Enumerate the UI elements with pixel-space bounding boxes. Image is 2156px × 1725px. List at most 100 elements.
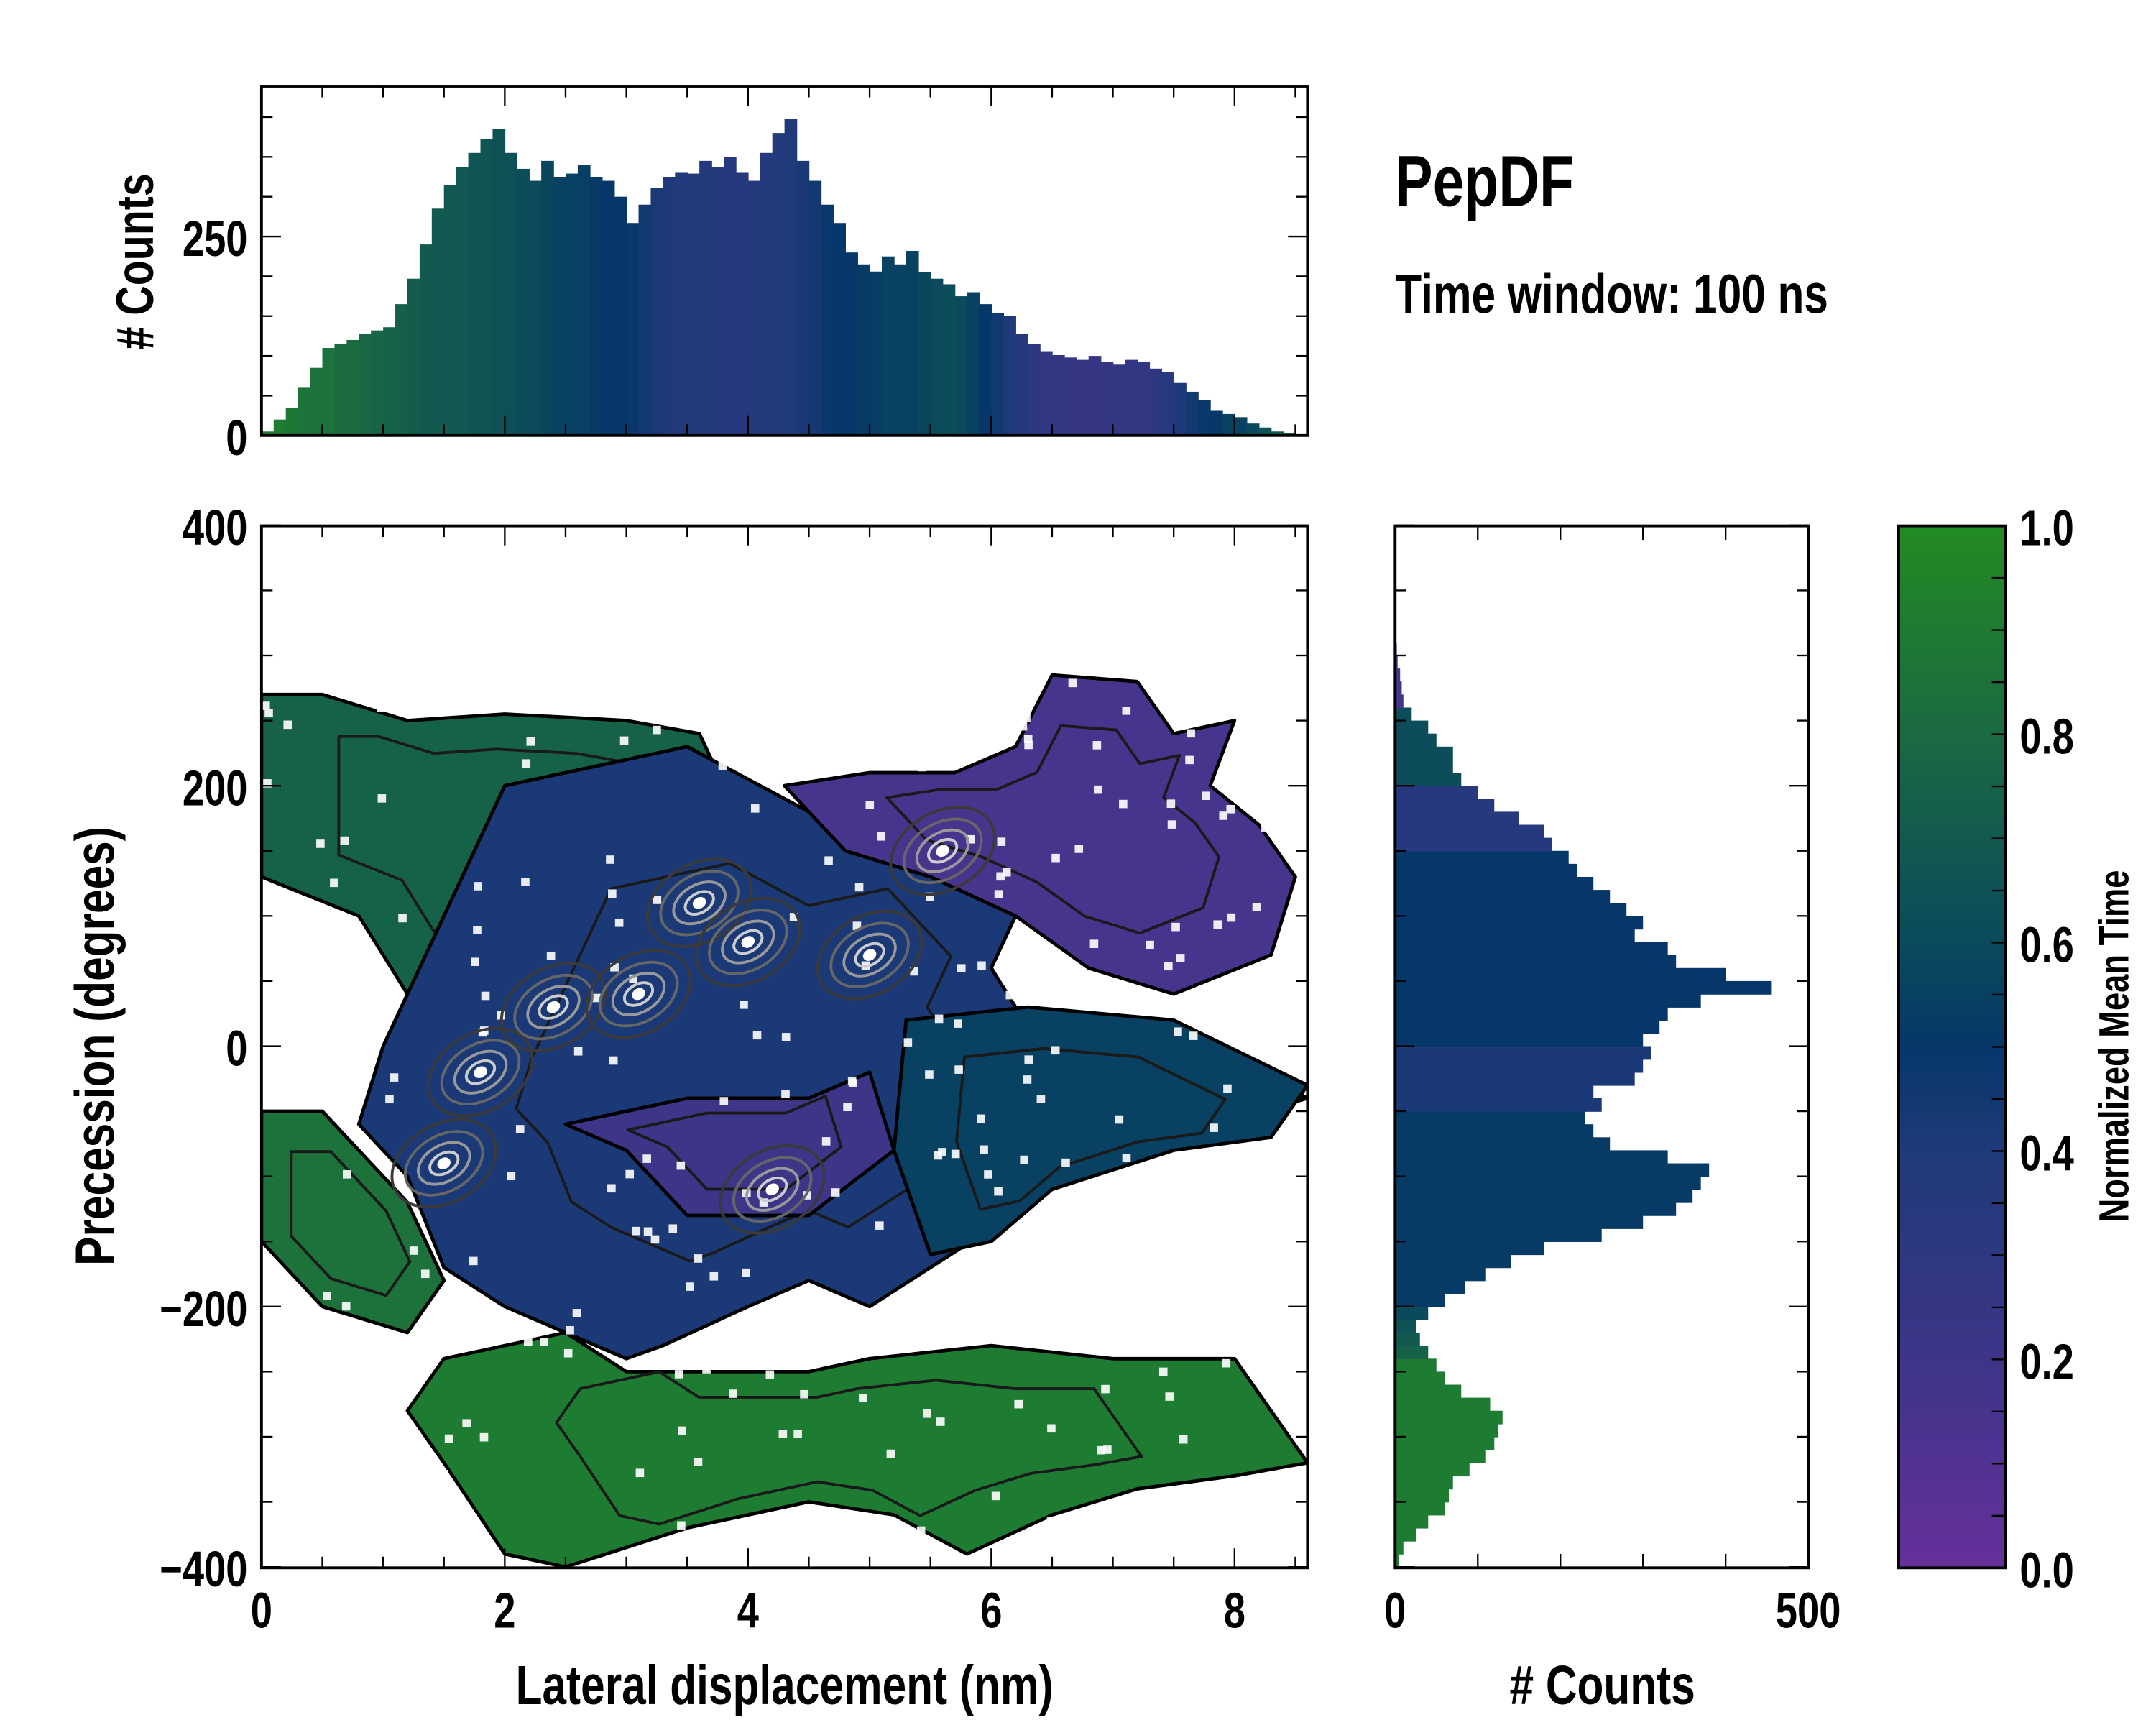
empty-bin: [694, 1254, 703, 1263]
top-histogram-bar: [626, 223, 640, 436]
top-histogram-bar: [310, 367, 323, 436]
top-histogram-bar: [614, 196, 627, 436]
empty-bin: [296, 1383, 305, 1392]
top-histogram-bar: [298, 387, 311, 436]
empty-bin: [1053, 1210, 1062, 1219]
density-peak-contour: [854, 942, 885, 968]
colorbar-tick-label: 0.4: [2019, 1126, 2074, 1182]
empty-bin: [752, 1031, 762, 1040]
empty-bin: [1165, 1392, 1174, 1401]
empty-bin: [678, 1426, 687, 1435]
right-histogram-bar: [1395, 694, 1404, 709]
empty-bin: [546, 951, 556, 960]
right-histogram-bar: [1395, 1501, 1445, 1516]
empty-bin: [694, 1458, 703, 1466]
right-histogram-bar: [1395, 890, 1611, 903]
top-histogram-ytick-label: 0: [226, 410, 247, 466]
empty-bin: [954, 1019, 962, 1028]
empty-bin: [572, 1309, 581, 1317]
empty-bin: [653, 896, 662, 904]
empty-bin: [390, 1073, 399, 1082]
empty-bin: [625, 1169, 635, 1179]
right-histogram-bar: [1395, 1319, 1416, 1333]
empty-bin: [927, 700, 936, 709]
empty-bin: [608, 889, 617, 898]
empty-bin: [469, 1256, 478, 1266]
main-xlabel: Lateral displacement (nm): [516, 1654, 1054, 1716]
empty-bin: [308, 982, 318, 990]
empty-bin: [462, 1419, 471, 1428]
empty-bin: [1223, 1084, 1232, 1093]
density-peak-contour: [816, 909, 923, 1000]
right-histogram-bar: [1395, 1333, 1420, 1346]
empty-bin: [272, 1315, 281, 1323]
empty-bin: [1158, 1367, 1168, 1376]
empty-bin: [458, 658, 467, 667]
empty-bin: [343, 1170, 351, 1179]
empty-bin: [1210, 1123, 1218, 1132]
right-histogram-bar: [1395, 916, 1644, 930]
empty-bin: [1184, 1326, 1193, 1335]
empty-bin: [1242, 1033, 1250, 1041]
empty-bin: [1020, 1155, 1028, 1164]
empty-bin: [1051, 853, 1060, 862]
empty-bin: [1202, 791, 1210, 801]
top-histogram-bar: [346, 339, 360, 436]
empty-bin: [793, 1429, 802, 1438]
empty-bin: [392, 676, 401, 685]
empty-bin: [398, 914, 407, 923]
empty-bin: [1164, 962, 1173, 971]
right-histogram-bar: [1395, 1124, 1594, 1138]
right-histogram-bar: [1395, 1085, 1594, 1099]
empty-bin: [422, 1470, 431, 1478]
empty-bin: [1260, 1489, 1269, 1498]
right-histogram-bar: [1395, 903, 1627, 917]
density-contour: [626, 1095, 843, 1191]
top-histogram-bar: [699, 160, 712, 436]
right-histogram: 0 500 # Counts: [1384, 524, 1841, 1716]
right-histogram-bar: [1395, 863, 1577, 878]
empty-bin: [522, 759, 531, 768]
density-peak-contour: [585, 949, 692, 1039]
empty-bin: [340, 836, 349, 845]
top-histogram-bar: [1137, 362, 1151, 436]
empty-bin: [444, 1434, 453, 1443]
empty-bin: [1057, 656, 1066, 665]
right-histogram-bar: [1395, 837, 1552, 852]
top-histogram-bar: [1088, 356, 1102, 436]
empty-bin: [966, 834, 975, 844]
empty-bin: [1119, 799, 1128, 809]
empty-bin: [1023, 1075, 1032, 1084]
empty-bin: [985, 1280, 993, 1289]
top-histogram-bar: [371, 330, 384, 436]
empty-bin: [686, 1282, 694, 1291]
empty-bin: [917, 763, 926, 772]
density-peak-contour: [741, 936, 755, 948]
empty-bin: [997, 837, 1006, 846]
top-histogram-bar: [322, 348, 336, 436]
empty-bin: [1095, 1530, 1104, 1539]
empty-bin: [728, 1389, 737, 1398]
right-histogram-bar: [1395, 994, 1701, 1008]
empty-bin: [877, 1330, 886, 1339]
empty-bin: [677, 1521, 686, 1530]
empty-bin: [682, 713, 691, 722]
top-histogram-bar: [285, 408, 299, 436]
main-ytick-label: 200: [183, 760, 248, 816]
empty-bin: [977, 961, 986, 970]
empty-bin: [653, 725, 661, 735]
top-histogram-bar: [553, 177, 566, 436]
empty-bin: [936, 1417, 945, 1426]
empty-bin: [994, 1187, 1003, 1196]
top-histogram-bar: [383, 327, 396, 436]
empty-bin: [524, 1338, 533, 1346]
empty-bin: [563, 1348, 573, 1358]
right-histogram-bar: [1395, 1371, 1445, 1386]
top-histogram-bar: [784, 119, 798, 436]
right-histogram-bar: [1395, 1293, 1445, 1307]
top-histogram-bar: [602, 180, 615, 436]
empty-bin: [781, 1090, 790, 1099]
density-peak-contour: [464, 1059, 497, 1085]
right-histogram-bar: [1395, 746, 1453, 760]
colorbar: 0.0 0.2 0.4 0.6 0.8 1.0 Normalized Mean Time: [1897, 500, 2138, 1598]
